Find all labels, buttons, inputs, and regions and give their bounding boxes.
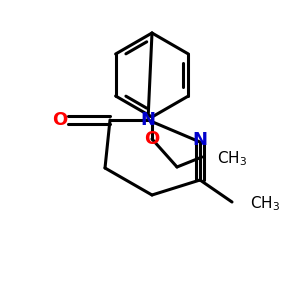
Text: CH$_3$: CH$_3$ — [250, 195, 280, 213]
Text: N: N — [193, 131, 208, 149]
Text: N: N — [140, 111, 155, 129]
Text: O: O — [144, 130, 160, 148]
Text: O: O — [52, 111, 68, 129]
Text: CH$_3$: CH$_3$ — [217, 150, 247, 168]
